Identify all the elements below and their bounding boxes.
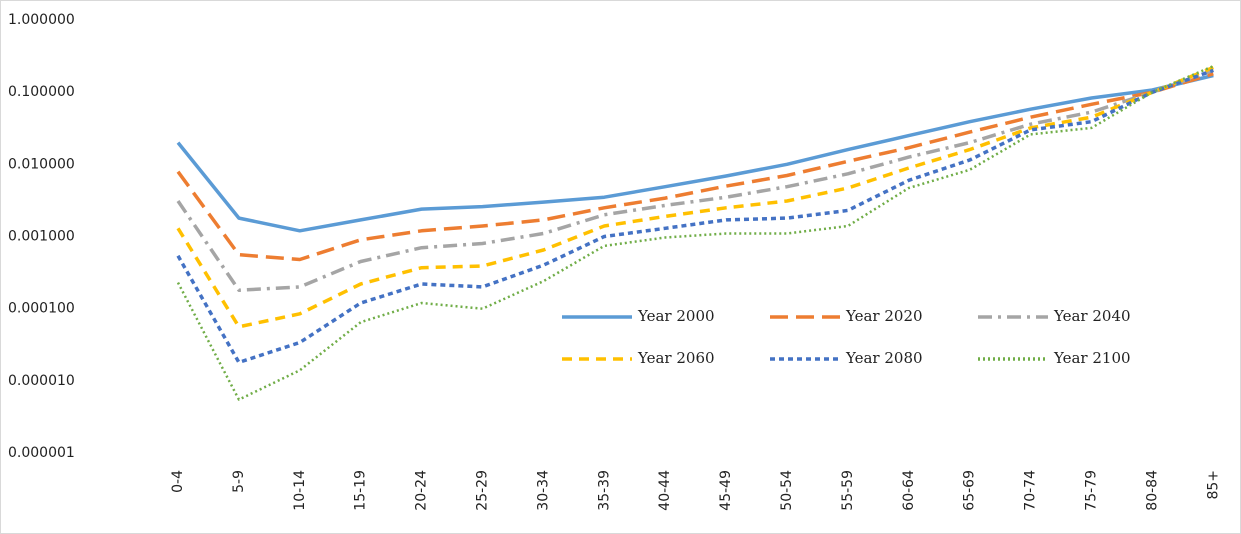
- legend-label: Year 2000: [637, 307, 715, 325]
- x-tick-label: 25-29: [475, 470, 491, 511]
- x-tick-label: 5-9: [231, 470, 247, 493]
- y-tick-label: 0.010000: [8, 156, 75, 172]
- y-tick-label: 1.000000: [8, 12, 75, 28]
- series-line: [176, 73, 1214, 233]
- series-line: [176, 68, 1214, 292]
- legend-label: Year 2060: [637, 349, 715, 367]
- x-tick-label: 50-54: [779, 470, 795, 511]
- x-tick-label: 55-59: [840, 470, 856, 511]
- x-tick-label: 10-14: [292, 470, 308, 511]
- x-tick-label: 60-64: [901, 470, 917, 511]
- x-tick-label: 85+: [1205, 470, 1221, 500]
- y-tick-label: 0.100000: [8, 84, 75, 100]
- legend-label: Year 2040: [1053, 307, 1131, 325]
- x-tick-label: 40-44: [657, 470, 673, 511]
- y-tick-label: 0.000010: [8, 373, 75, 389]
- x-tick-label: 0-4: [170, 470, 186, 493]
- series-line: [176, 68, 1214, 365]
- y-tick-label: 0.000001: [8, 445, 75, 461]
- x-tick-label: 70-74: [1023, 470, 1039, 511]
- legend-label: Year 2100: [1053, 349, 1131, 367]
- legend-label: Year 2020: [845, 307, 923, 325]
- x-tick-label: 35-39: [596, 470, 612, 511]
- x-tick-label: 30-34: [535, 470, 551, 511]
- x-tick-label: 65-69: [962, 470, 978, 511]
- series-line: [176, 64, 1214, 401]
- x-tick-label: 20-24: [414, 470, 430, 511]
- legend-label: Year 2080: [845, 349, 923, 367]
- x-tick-label: 15-19: [353, 470, 369, 511]
- y-tick-label: 0.001000: [8, 229, 75, 245]
- x-tick-label: 80-84: [1144, 470, 1160, 511]
- y-tick-label: 0.000100: [8, 301, 75, 317]
- x-tick-label: 45-49: [718, 470, 734, 511]
- series-line: [176, 72, 1214, 262]
- x-tick-label: 75-79: [1084, 470, 1100, 511]
